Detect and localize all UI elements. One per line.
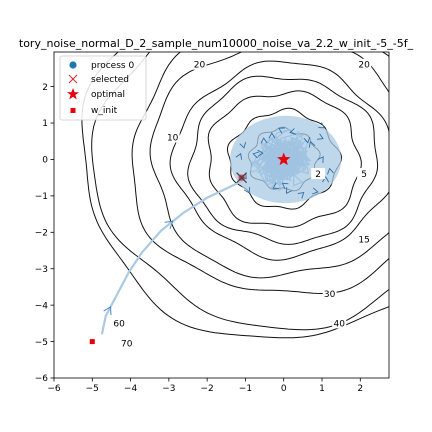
legend-w-init-marker: [70, 108, 76, 113]
contour-label-bg: [322, 288, 337, 300]
contour-label-bg: [357, 168, 372, 180]
cloud-arrow: [235, 152, 243, 160]
y-tick-label: 2: [42, 83, 48, 93]
cloud-arrow: [281, 182, 289, 189]
contour-line: [149, 52, 389, 279]
cloud-arrow: [303, 136, 311, 144]
x-tick-label: −3: [162, 384, 175, 394]
contour-label-bg: [357, 58, 372, 70]
cloud-arrow: [317, 156, 324, 163]
plot-frame: [53, 51, 390, 379]
contour-label-bg: [192, 58, 207, 70]
contour-label: 15: [358, 236, 369, 246]
contour-line: [187, 75, 379, 245]
legend-optimal-marker: [67, 88, 79, 100]
x-tick-label: −5: [86, 384, 99, 394]
cloud-arrow: [322, 176, 330, 183]
x-tick-label: 0: [281, 384, 287, 394]
y-tick-label: 0: [42, 156, 48, 166]
legend-process-label: process 0: [91, 61, 134, 71]
y-tick-label: −3: [35, 265, 48, 275]
contour-label: 10: [167, 134, 179, 144]
cloud-arrow: [257, 149, 264, 157]
y-tick-label: −1: [35, 192, 48, 202]
cloud-arrow: [289, 128, 296, 135]
cloud-arrow: [260, 137, 268, 144]
special-markers: [89, 152, 291, 345]
cloud-arrow: [243, 186, 251, 194]
y-tick-label: −4: [35, 301, 49, 311]
cloud-arrow: [327, 167, 334, 175]
cloud-arrow: [316, 133, 324, 140]
selected-marker: [236, 172, 248, 184]
y-tick-label: −6: [35, 374, 49, 384]
cloud-arrow: [308, 140, 316, 148]
x-tick-label: −1: [239, 384, 252, 394]
x-tick-label: 2: [357, 384, 363, 394]
contour-label-bg: [311, 168, 326, 180]
legend: process 0 selected optimal w_init: [59, 55, 147, 121]
legend-optimal-label: optimal: [91, 90, 125, 100]
cloud-arrow: [272, 182, 280, 189]
contour-line: [91, 52, 389, 331]
contour-label: 20: [194, 61, 206, 71]
legend-process-marker: [69, 61, 77, 69]
legend-selected-label: selected: [91, 75, 129, 85]
trajectory-arrow: [164, 220, 174, 230]
cloud-arrow: [268, 132, 276, 139]
optimal-marker: [277, 152, 291, 166]
contour-line: [169, 60, 389, 261]
contour-line: [81, 52, 389, 339]
legend-box: [59, 55, 147, 121]
contour-label: 30: [324, 290, 336, 300]
x-tick-label: −4: [124, 384, 138, 394]
contour-label-bg: [357, 233, 372, 245]
contour-label-bg: [119, 337, 134, 349]
contour-label: 2: [315, 170, 321, 180]
contour-line: [131, 52, 389, 294]
y-tick-label: −2: [35, 229, 48, 239]
x-axis: −6 −5 −4 −3 −2 −1 0 1 2: [47, 378, 363, 394]
contour-label: 20: [358, 61, 370, 71]
plot-area: 20 20 10 2 5 15 30 40 60 70: [81, 52, 389, 349]
cloud-arrow: [318, 122, 325, 129]
trajectory-line: [100, 180, 243, 335]
legend-w-init-label: w_init: [91, 106, 118, 116]
y-axis: −6 −5 −4 −3 −2 −1 0 1 2: [35, 83, 54, 384]
x-tick-label: 1: [319, 384, 325, 394]
contour-label: 40: [334, 319, 346, 329]
contour-label: 60: [113, 319, 125, 329]
contour-labels: 20 20 10 2 5 15 30 40 60 70: [112, 58, 372, 349]
contour-label-bg: [112, 317, 127, 329]
cloud-arrow: [311, 187, 319, 195]
contour-label: 70: [121, 339, 133, 349]
y-tick-label: 1: [42, 119, 48, 129]
x-tick-label: −6: [47, 384, 61, 394]
y-tick-label: −5: [35, 338, 48, 348]
contour-label-bg: [332, 317, 347, 329]
contour-lines: [81, 52, 389, 339]
trajectory-arrow: [103, 306, 112, 316]
contour-label-bg: [165, 131, 180, 143]
legend-selected-marker: [68, 74, 78, 84]
x-tick-label: −2: [201, 384, 214, 394]
cloud-arrow: [278, 127, 285, 134]
cloud-arrow: [252, 151, 260, 159]
trajectory-path: [100, 180, 243, 335]
w-init-marker: [89, 339, 95, 345]
chart-title: tory_noise_normal_D_2_sample_num10000_no…: [19, 37, 414, 50]
cloud-arrow: [297, 192, 305, 199]
contour-line: [207, 90, 362, 228]
contour-label: 5: [361, 170, 367, 180]
cloud-arrow: [286, 187, 293, 195]
cloud-arrow: [239, 141, 247, 149]
cloud-path: [249, 129, 312, 192]
